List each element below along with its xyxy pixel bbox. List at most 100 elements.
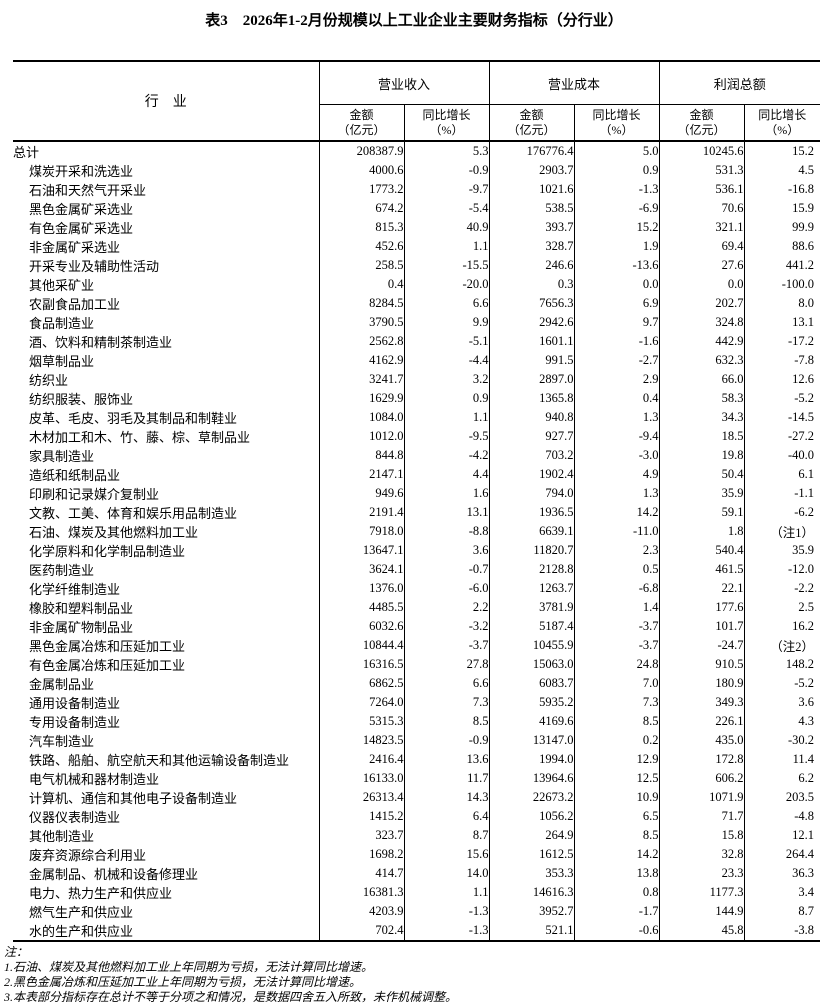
value-cell: 927.7	[489, 427, 575, 446]
table-row: 水的生产和供应业 702.4 -1.3 521.1 -0.6 45.8 -3.8	[13, 921, 820, 941]
value-cell: -0.9	[404, 161, 490, 180]
value-cell: -3.7	[574, 636, 660, 655]
value-cell: 6.6	[404, 674, 490, 693]
table-row: 食品制造业 3790.5 9.9 2942.6 9.7 324.8 13.1	[13, 313, 820, 332]
value-cell: 1.4	[574, 598, 660, 617]
value-cell: 10455.9	[489, 636, 575, 655]
value-cell: -1.1	[794, 486, 815, 500]
table-row: 纺织业 3241.7 3.2 2897.0 2.9 66.0 12.6	[13, 370, 820, 389]
industry-cell: 印刷和记录媒介复制业	[13, 484, 320, 503]
value-cell: 12.5	[574, 769, 660, 788]
growth-unit-label: （%）	[599, 122, 634, 137]
value-cell: 27.6	[659, 256, 745, 275]
value-cell: 1.1	[404, 883, 490, 902]
value-cell: -4.2	[404, 446, 490, 465]
financial-table: 行 业 营业收入 营业成本 利润总额 金额 （亿元） 同比增长 （%） 金额 （…	[13, 60, 821, 942]
value-cell: 14.3	[404, 788, 490, 807]
value-cell: 2.3	[574, 541, 660, 560]
value-cell: 40.9	[404, 218, 490, 237]
value-cell: 12.9	[574, 750, 660, 769]
value-cell: 1.9	[574, 237, 660, 256]
value-cell: 910.5	[659, 655, 745, 674]
industry-cell: 酒、饮料和精制茶制造业	[13, 332, 320, 351]
value-cell: -15.5	[404, 256, 490, 275]
value-cell: -30.2	[788, 733, 815, 747]
value-cell: 540.4	[659, 541, 745, 560]
revenue-amount-header: 金额 （亿元）	[319, 104, 405, 142]
value-cell: 13.6	[404, 750, 490, 769]
value-cell: -1.7	[574, 902, 660, 921]
value-cell: 258.5	[319, 256, 405, 275]
value-cell: 15.2	[574, 218, 660, 237]
table-row: 煤炭开采和洗选业 4000.6 -0.9 2903.7 0.9 531.3 4.5	[13, 161, 820, 180]
industry-cell: 皮革、毛皮、羽毛及其制品和制鞋业	[13, 408, 320, 427]
notes: 注： 1.石油、煤炭及其他燃料加工业上年同期为亏损，无法计算同比增速。 2.黑色金…	[4, 945, 828, 1005]
industry-cell: 计算机、通信和其他电子设备制造业	[13, 788, 320, 807]
value-cell: -8.8	[404, 522, 490, 541]
value-cell: 16381.3	[319, 883, 405, 902]
table-row: 其他制造业 323.7 8.7 264.9 8.5 15.8 12.1	[13, 826, 820, 845]
value-cell: -5.2	[794, 676, 815, 690]
value-cell: 2128.8	[489, 560, 575, 579]
table-row: 文教、工美、体育和娱乐用品制造业 2191.4 13.1 1936.5 14.2 59.1…	[13, 503, 820, 522]
group-header-profit: 利润总额	[659, 61, 821, 105]
industry-cell: 医药制造业	[13, 560, 320, 579]
value-cell: 442.9	[659, 332, 745, 351]
value-cell: 35.9	[792, 543, 815, 557]
value-cell: 14.2	[574, 845, 660, 864]
value-cell: 13.1	[404, 503, 490, 522]
value-cell: 414.7	[319, 864, 405, 883]
table-row: 总计 208387.9 5.3 176776.4 5.0 10245.6 15.2	[13, 141, 820, 161]
value-cell: 15.9	[792, 201, 815, 215]
industry-cell: 食品制造业	[13, 313, 320, 332]
value-cell: -2.7	[574, 351, 660, 370]
value-cell: 264.9	[489, 826, 575, 845]
table-row: 黑色金属冶炼和压延加工业 10844.4 -3.7 10455.9 -3.7 -24.7 （…	[13, 636, 820, 655]
value-cell: 180.9	[659, 674, 745, 693]
financial-table-container: 行 业 营业收入 营业成本 利润总额 金额 （亿元） 同比增长 （%） 金额 （…	[13, 60, 821, 942]
value-cell: -9.5	[404, 427, 490, 446]
value-cell: 203.5	[785, 790, 815, 804]
value-cell: 1.8	[659, 522, 745, 541]
industry-cell: 化学纤维制造业	[13, 579, 320, 598]
value-cell: 8.0	[798, 296, 815, 310]
value-cell: 461.5	[659, 560, 745, 579]
growth-label: 同比增长	[422, 107, 471, 122]
value-cell: 34.3	[659, 408, 745, 427]
value-cell: 14.0	[404, 864, 490, 883]
value-cell: 177.6	[659, 598, 745, 617]
table-row: 通用设备制造业 7264.0 7.3 5935.2 7.3 349.3 3.6	[13, 693, 820, 712]
value-cell: -3.7	[574, 617, 660, 636]
table-row: 燃气生产和供应业 4203.9 -1.3 3952.7 -1.7 144.9 8.7	[13, 902, 820, 921]
value-cell: 393.7	[489, 218, 575, 237]
table-row: 仪器仪表制造业 1415.2 6.4 1056.2 6.5 71.7 -4.8	[13, 807, 820, 826]
value-cell: 18.5	[659, 427, 745, 446]
value-cell: 0.0	[659, 275, 745, 294]
value-cell: 7264.0	[319, 693, 405, 712]
industry-cell: 水的生产和供应业	[13, 921, 320, 941]
value-cell: 4.4	[404, 465, 490, 484]
value-cell: 7.0	[574, 674, 660, 693]
value-cell: 5935.2	[489, 693, 575, 712]
value-cell: 1.6	[404, 484, 490, 503]
page-title: 表3 2026年1-2月份规模以上工业企业主要财务指标（分行业）	[205, 13, 623, 29]
value-cell: 50.4	[659, 465, 745, 484]
growth-unit-label: （%）	[765, 122, 800, 137]
value-cell: 10844.4	[319, 636, 405, 655]
value-cell: -4.8	[794, 809, 815, 823]
value-cell: 674.2	[319, 199, 405, 218]
sub-header-row: 金额 （亿元） 同比增长 （%） 金额 （亿元） 同比增长 （%） 金额 （	[13, 104, 821, 142]
value-cell: 19.8	[659, 446, 745, 465]
value-cell: -9.4	[574, 427, 660, 446]
industry-cell: 开采专业及辅助性活动	[13, 256, 320, 275]
value-cell: -11.0	[574, 522, 660, 541]
value-cell: 0.9	[574, 161, 660, 180]
value-cell: 1021.6	[489, 180, 575, 199]
value-cell: 35.9	[659, 484, 745, 503]
value-cell: -5.1	[404, 332, 490, 351]
value-cell: 6.1	[798, 467, 815, 481]
industry-cell: 非金属矿采选业	[13, 237, 320, 256]
industry-cell: 汽车制造业	[13, 731, 320, 750]
value-cell: 1263.7	[489, 579, 575, 598]
value-cell: 1.1	[404, 408, 490, 427]
